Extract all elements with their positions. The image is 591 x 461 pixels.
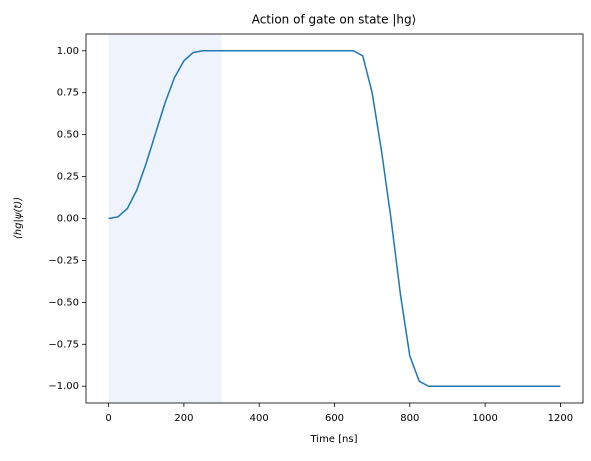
y-axis-label: ⟨hg|ψ(t)⟩ xyxy=(13,197,24,239)
plot-frame xyxy=(85,33,584,404)
x-axis-label: Time [ns] xyxy=(309,434,357,445)
shaded-span xyxy=(108,34,222,403)
x-tick-label: 0 xyxy=(105,413,111,424)
x-tick-label: 1200 xyxy=(548,413,573,424)
data-line xyxy=(108,50,561,387)
y-tick-label: 0.00 xyxy=(57,214,79,225)
y-tick-label: 0.75 xyxy=(57,88,79,99)
y-tick-label: −1.00 xyxy=(48,381,79,392)
chart-title: Action of gate on state |hg⟩ xyxy=(252,13,417,27)
x-tick-label: 600 xyxy=(325,413,344,424)
y-tick-label: −0.50 xyxy=(48,297,79,308)
y-tick-label: −0.75 xyxy=(48,339,79,350)
y-tick-label: 1.00 xyxy=(57,46,79,57)
x-tick-label: 800 xyxy=(400,413,419,424)
x-tick-label: 400 xyxy=(250,413,269,424)
y-tick-label: 0.50 xyxy=(57,130,79,141)
y-tick-label: 0.25 xyxy=(57,172,79,183)
y-tick-label: −0.25 xyxy=(48,255,79,266)
x-tick-label: 200 xyxy=(174,413,193,424)
x-tick-label: 1000 xyxy=(472,413,497,424)
